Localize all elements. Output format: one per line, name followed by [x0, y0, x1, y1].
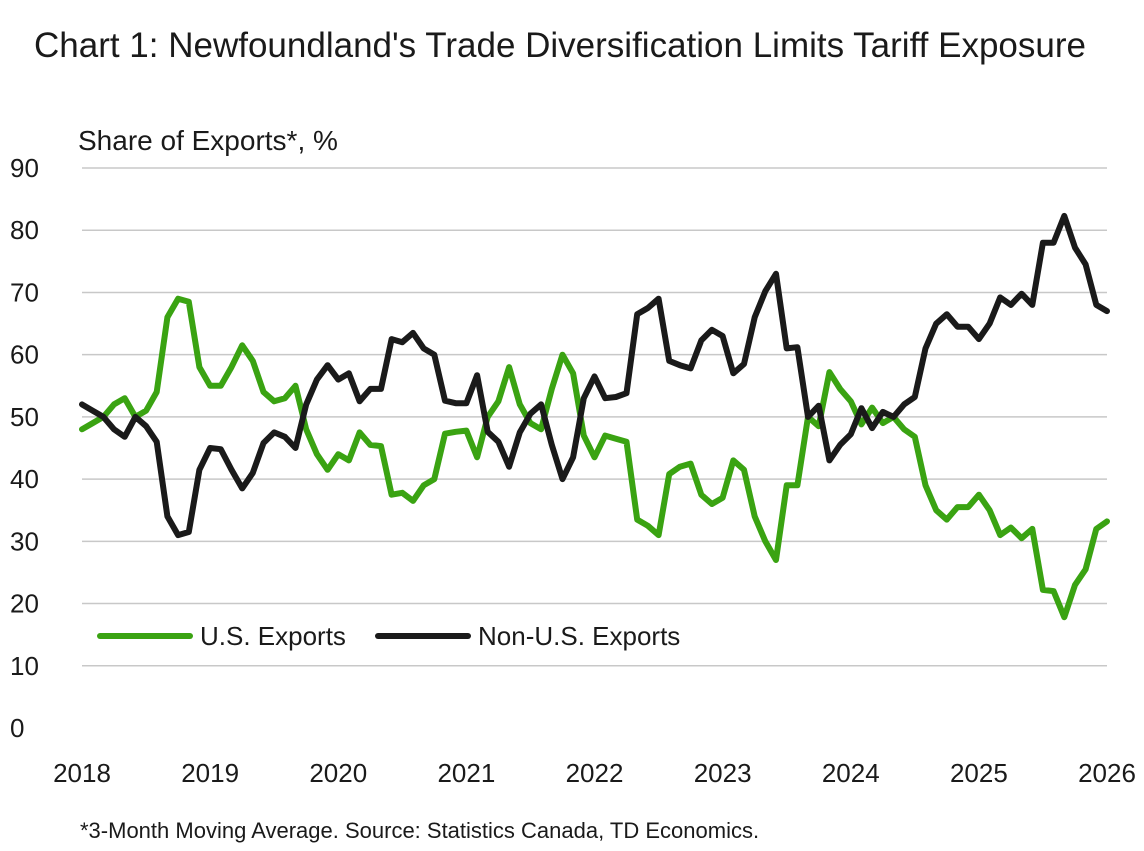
series-line-us-exports	[79, 295, 1110, 621]
x-tick-2026: 2026	[1078, 758, 1136, 788]
series-line-non-us-exports	[79, 212, 1110, 539]
legend: U.S. Exports Non-U.S. Exports	[97, 621, 680, 651]
y-tick-30: 30	[10, 526, 39, 556]
footnote: *3-Month Moving Average. Source: Statist…	[80, 818, 760, 843]
y-tick-20: 20	[10, 589, 39, 619]
x-tick-2022: 2022	[566, 758, 624, 788]
y-tick-80: 80	[10, 215, 39, 245]
gridlines	[82, 167, 1107, 667]
legend-label-us-exports: U.S. Exports	[200, 621, 346, 651]
x-tick-2024: 2024	[822, 758, 880, 788]
x-tick-2023: 2023	[694, 758, 752, 788]
legend-label-non-us-exports: Non-U.S. Exports	[478, 621, 680, 651]
y-tick-40: 40	[10, 464, 39, 494]
series-lines	[79, 212, 1110, 621]
chart-title: Chart 1: Newfoundland's Trade Diversific…	[34, 26, 1086, 65]
y-tick-70: 70	[10, 277, 39, 307]
x-tick-2018: 2018	[53, 758, 111, 788]
y-tick-90: 90	[10, 153, 39, 183]
y-tick-10: 10	[10, 651, 39, 681]
y-tick-0: 0	[10, 713, 24, 743]
x-tick-2020: 2020	[309, 758, 367, 788]
x-tick-2019: 2019	[181, 758, 239, 788]
y-tick-60: 60	[10, 340, 39, 370]
y-tick-50: 50	[10, 402, 39, 432]
y-tick-labels: 0 10 20 30 40 50 60 70 80 90	[10, 153, 39, 743]
x-tick-2025: 2025	[950, 758, 1008, 788]
y-axis-label: Share of Exports*, %	[78, 125, 338, 156]
x-tick-labels: 2018 2019 2020 2021 2022 2023 2024 2025 2026	[53, 758, 1136, 788]
x-tick-2021: 2021	[437, 758, 495, 788]
